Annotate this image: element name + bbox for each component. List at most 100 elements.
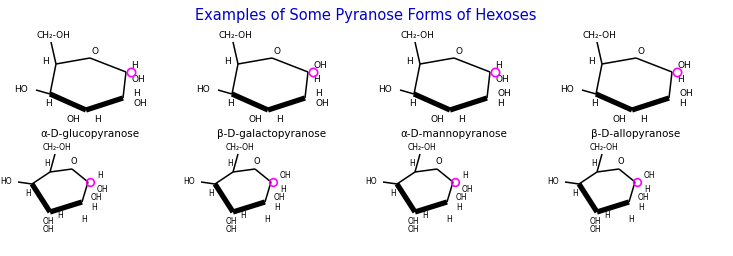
Text: HO: HO xyxy=(365,177,377,187)
Text: Examples of Some Pyranose Forms of Hexoses: Examples of Some Pyranose Forms of Hexos… xyxy=(195,8,537,23)
Text: H: H xyxy=(591,159,597,168)
Text: H: H xyxy=(240,210,246,219)
Text: OH: OH xyxy=(43,217,54,226)
Text: OH: OH xyxy=(131,76,144,84)
Text: α-D-glucopyranose: α-D-glucopyranose xyxy=(40,129,139,139)
Text: H: H xyxy=(276,114,283,123)
Text: H: H xyxy=(422,210,428,219)
Text: H: H xyxy=(497,99,504,108)
Text: CH₂-OH: CH₂-OH xyxy=(226,143,254,152)
Text: H: H xyxy=(495,60,502,69)
Text: OH: OH xyxy=(408,226,419,234)
Text: HO: HO xyxy=(183,177,195,187)
Text: OH: OH xyxy=(462,185,474,194)
Text: CH₂-OH: CH₂-OH xyxy=(36,30,70,39)
Text: H: H xyxy=(264,216,270,225)
Text: CH₂-OH: CH₂-OH xyxy=(582,30,616,39)
Text: H: H xyxy=(408,100,416,109)
Text: CH₂-OH: CH₂-OH xyxy=(589,143,619,152)
Text: HO: HO xyxy=(1,177,12,187)
Text: OH: OH xyxy=(66,114,80,123)
Text: OH: OH xyxy=(315,99,328,108)
Text: H: H xyxy=(458,114,465,123)
Text: H: H xyxy=(572,189,578,198)
Text: OH: OH xyxy=(225,226,237,234)
Text: HO: HO xyxy=(378,86,392,94)
Text: α-D-mannopyranose: α-D-mannopyranose xyxy=(400,129,507,139)
Text: H: H xyxy=(133,89,140,98)
Text: O: O xyxy=(618,157,625,166)
Text: H: H xyxy=(644,185,649,194)
Text: H: H xyxy=(94,114,100,123)
Text: H: H xyxy=(81,216,87,225)
Text: OH: OH xyxy=(430,114,444,123)
Text: OH: OH xyxy=(280,172,292,180)
Text: H: H xyxy=(640,114,647,123)
Text: OH: OH xyxy=(497,89,511,98)
Text: H: H xyxy=(390,189,396,198)
Text: H: H xyxy=(25,189,31,198)
Text: OH: OH xyxy=(274,194,286,202)
Text: CH₂-OH: CH₂-OH xyxy=(43,143,71,152)
Text: H: H xyxy=(409,159,415,168)
Text: OH: OH xyxy=(97,185,108,194)
Text: O: O xyxy=(455,48,463,57)
Text: OH: OH xyxy=(612,114,626,123)
Text: H: H xyxy=(679,99,686,108)
Text: HO: HO xyxy=(548,177,559,187)
Text: O: O xyxy=(92,48,98,57)
Text: H: H xyxy=(604,210,610,219)
Text: OH: OH xyxy=(679,89,693,98)
Text: H: H xyxy=(224,58,231,67)
Text: H: H xyxy=(274,202,280,211)
Text: H: H xyxy=(280,185,286,194)
Text: OH: OH xyxy=(91,194,103,202)
Text: OH: OH xyxy=(495,76,509,84)
Text: OH: OH xyxy=(589,226,601,234)
Text: OH: OH xyxy=(456,194,468,202)
Text: OH: OH xyxy=(248,114,262,123)
Text: HO: HO xyxy=(14,86,28,94)
Text: O: O xyxy=(435,157,442,166)
Text: HO: HO xyxy=(196,86,210,94)
Text: CH₂-OH: CH₂-OH xyxy=(218,30,252,39)
Text: H: H xyxy=(456,202,462,211)
Text: β-D-allopyranose: β-D-allopyranose xyxy=(592,129,681,139)
Text: H: H xyxy=(57,210,63,219)
Text: O: O xyxy=(70,157,77,166)
Text: H: H xyxy=(43,58,49,67)
Text: H: H xyxy=(462,172,468,180)
Text: H: H xyxy=(131,60,138,69)
Text: CH₂-OH: CH₂-OH xyxy=(400,30,434,39)
Text: OH: OH xyxy=(638,194,649,202)
Text: HO: HO xyxy=(560,86,574,94)
Text: OH: OH xyxy=(677,60,690,69)
Text: OH: OH xyxy=(589,217,601,226)
Text: H: H xyxy=(591,100,597,109)
Text: H: H xyxy=(226,100,233,109)
Text: β-D-galactopyranose: β-D-galactopyranose xyxy=(218,129,327,139)
Text: OH: OH xyxy=(408,217,419,226)
Text: CH₂-OH: CH₂-OH xyxy=(408,143,436,152)
Text: H: H xyxy=(315,89,322,98)
Text: OH: OH xyxy=(133,99,147,108)
Text: H: H xyxy=(227,159,233,168)
Text: OH: OH xyxy=(644,172,655,180)
Text: H: H xyxy=(406,58,413,67)
Text: H: H xyxy=(97,172,103,180)
Text: H: H xyxy=(45,100,51,109)
Text: OH: OH xyxy=(225,217,237,226)
Text: H: H xyxy=(628,216,634,225)
Text: H: H xyxy=(589,58,595,67)
Text: H: H xyxy=(44,159,50,168)
Text: O: O xyxy=(638,48,644,57)
Text: OH: OH xyxy=(43,226,54,234)
Text: O: O xyxy=(273,48,281,57)
Text: OH: OH xyxy=(313,60,327,69)
Text: H: H xyxy=(91,202,97,211)
Text: H: H xyxy=(446,216,452,225)
Text: O: O xyxy=(254,157,260,166)
Text: H: H xyxy=(677,76,684,84)
Text: H: H xyxy=(208,189,214,198)
Text: H: H xyxy=(638,202,644,211)
